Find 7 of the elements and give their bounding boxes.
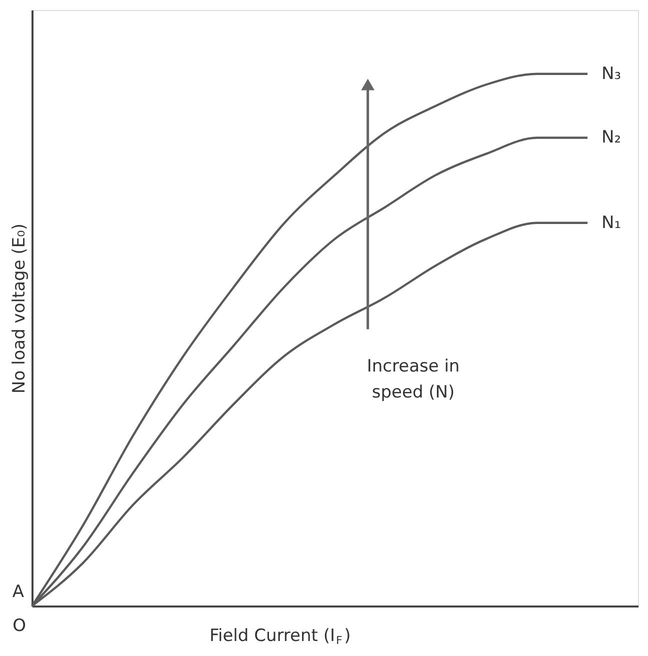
text: O <box>12 616 26 636</box>
annotation: Increase in speed (N) <box>366 356 460 403</box>
series-label: N₂ <box>602 128 622 148</box>
series-label: N₃ <box>602 64 622 84</box>
series-label: N₁ <box>602 212 622 233</box>
y-axis-title: No load voltage (E₀) <box>10 224 30 394</box>
text: A <box>12 582 24 602</box>
